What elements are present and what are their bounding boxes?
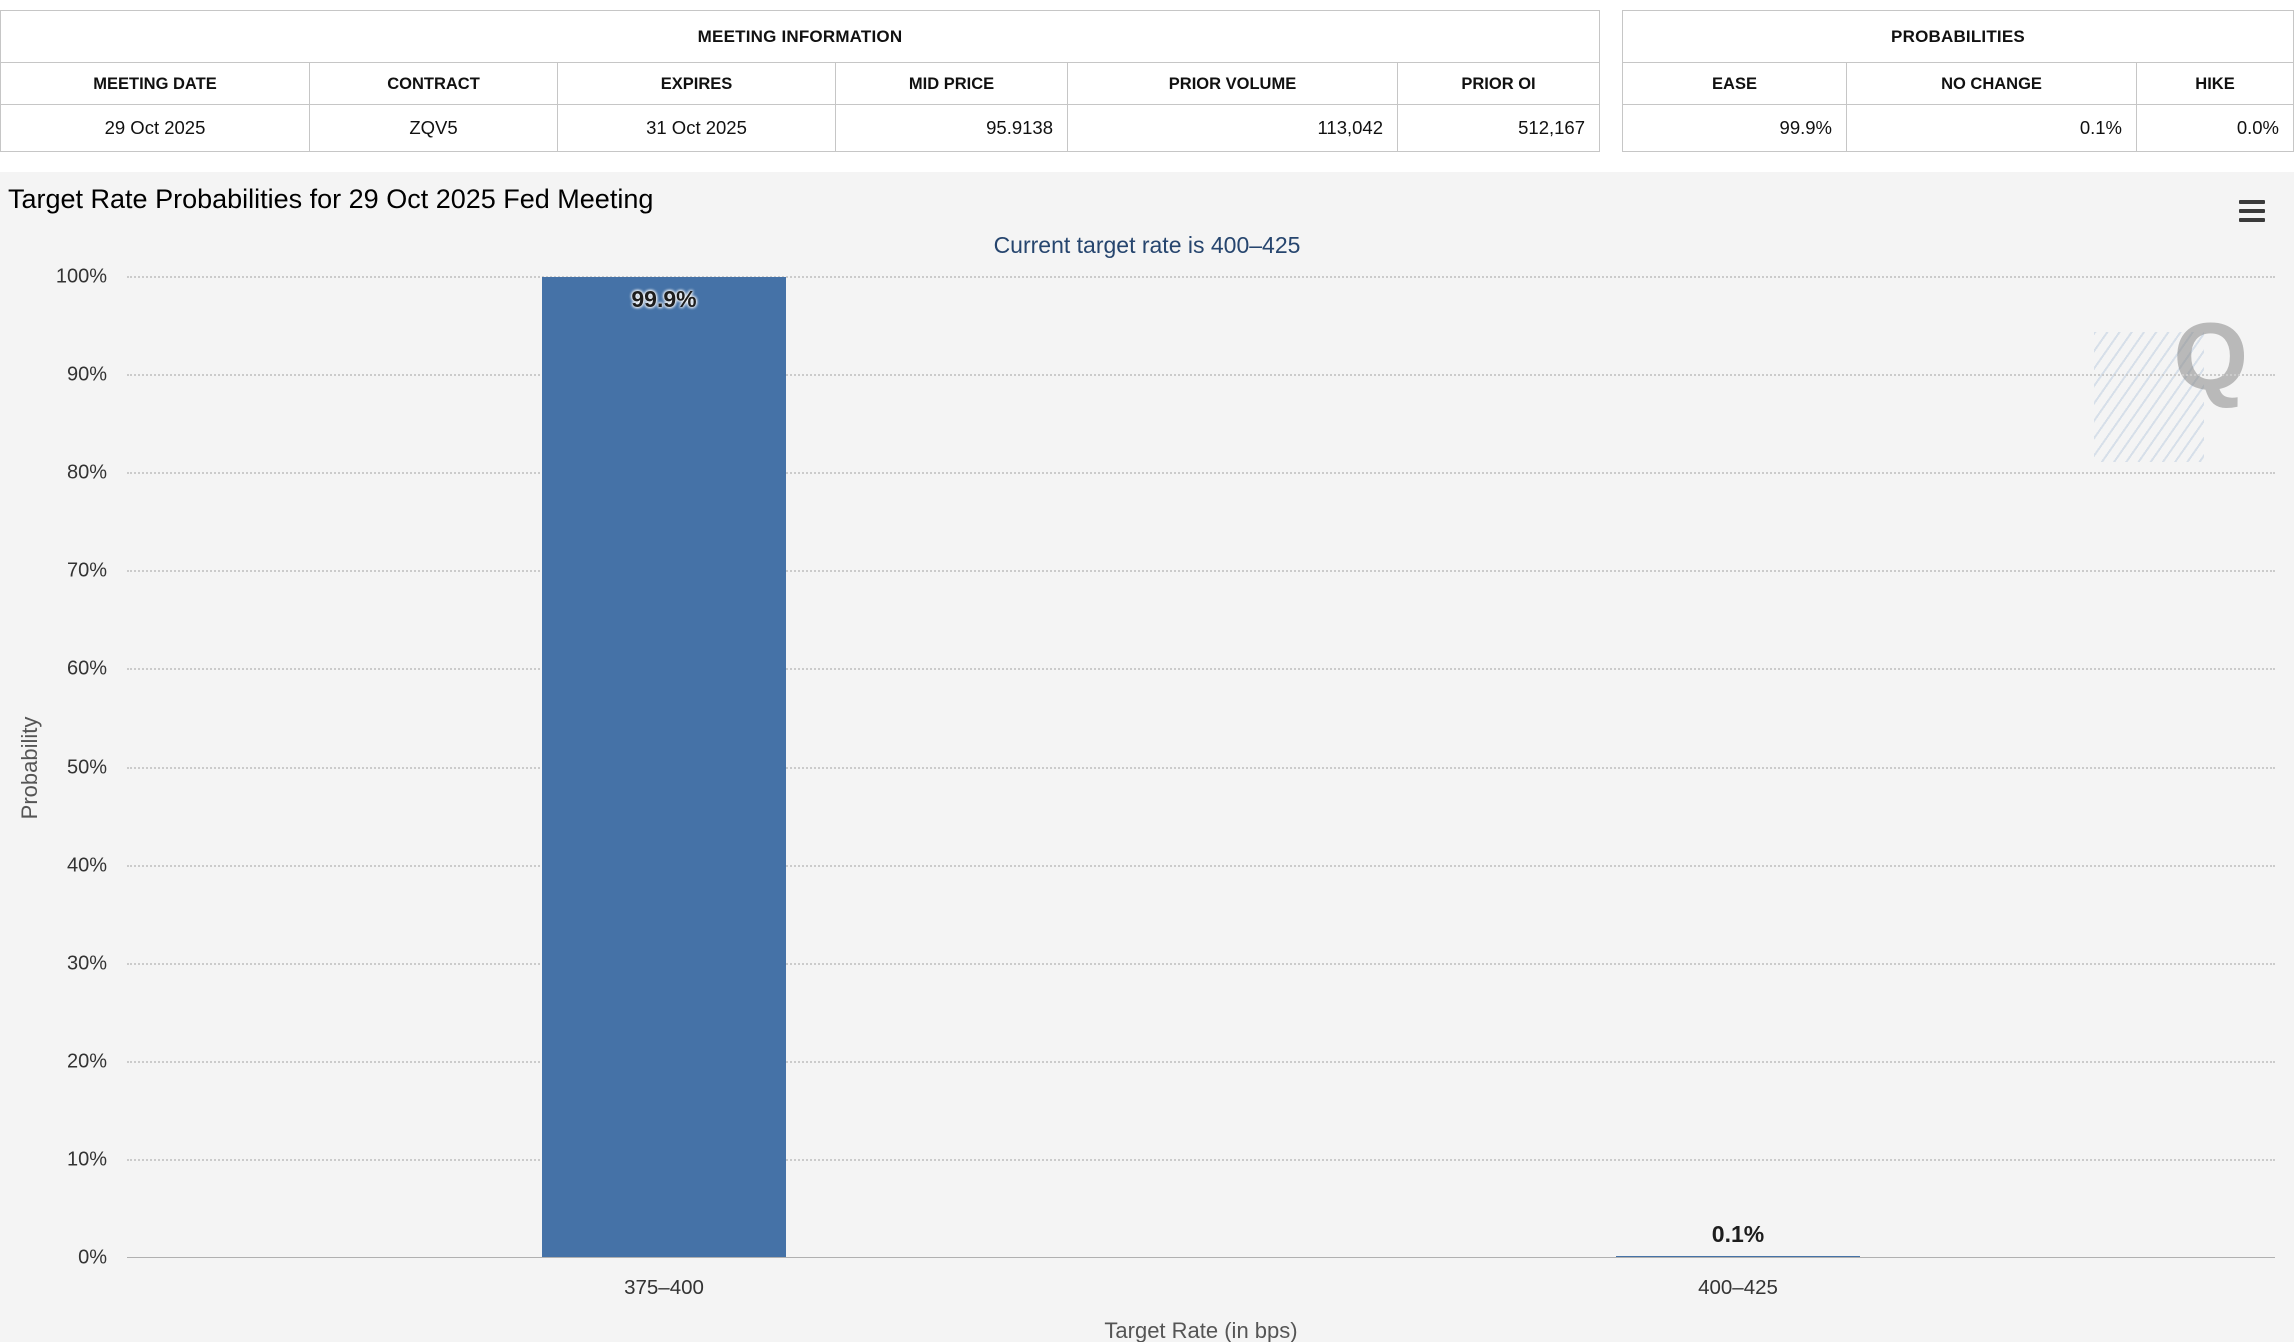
meeting-information-table: MEETING INFORMATION MEETING DATE CONTRAC…: [0, 10, 1600, 152]
ease-value: 99.9%: [1779, 117, 1832, 138]
meeting-date-value: 29 Oct 2025: [104, 117, 206, 138]
y-tick-label-20: 20%: [66, 1050, 107, 1073]
probabilities-value-row: 99.9% 0.1% 0.0%: [1623, 105, 2293, 151]
column-header-mid-price: MID PRICE: [835, 63, 1067, 105]
gridline-30: [127, 962, 2275, 965]
probabilities-header-row: EASE NO CHANGE HIKE: [1623, 63, 2293, 105]
gridline-80: [127, 472, 2275, 475]
x-tick-label-400–425: 400–425: [1698, 1276, 1778, 1299]
prior-volume-value: 113,042: [1067, 105, 1397, 151]
hamburger-menu-icon: [2239, 200, 2265, 204]
x-tick-label-375–400: 375–400: [624, 1276, 704, 1299]
probabilities-table: PROBABILITIES EASE NO CHANGE HIKE 99.9% …: [1622, 10, 2294, 152]
y-tick-label-70: 70%: [66, 559, 107, 582]
gridline-70: [127, 570, 2275, 573]
column-header-ease: EASE: [1623, 63, 1846, 105]
gridline-10: [127, 1158, 2275, 1161]
y-tick-label-80: 80%: [66, 461, 107, 484]
gridline-100: [127, 276, 2275, 278]
y-axis-title: Probability: [17, 716, 42, 820]
x-axis-title: Target Rate (in bps): [1104, 1318, 1298, 1342]
y-tick-label-90: 90%: [66, 363, 107, 386]
gridline-20: [127, 1060, 2275, 1063]
plot-area: 99.9% 375–400 0.1% 400–425: [127, 276, 2275, 1299]
expires-value: 31 Oct 2025: [557, 105, 835, 151]
y-tick-label-30: 30%: [66, 952, 107, 975]
probabilities-title: PROBABILITIES: [1623, 11, 2293, 63]
meeting-information-header-row: MEETING DATE CONTRACT EXPIRES MID PRICE …: [1, 63, 1599, 105]
column-header-expires: EXPIRES: [557, 63, 835, 105]
y-tick-label-100: 100%: [55, 265, 107, 288]
chart-subtitle: Current target rate is 400–425: [993, 232, 1301, 258]
prior-oi-value: 512,167: [1397, 105, 1599, 151]
y-tick-label-40: 40%: [66, 854, 107, 877]
contract-value: ZQV5: [309, 105, 557, 151]
target-rate-probabilities-chart: Target Rate Probabilities for 29 Oct 202…: [0, 172, 2294, 1342]
y-axis-labels: 0% 10% 20% 30% 40% 50% 60% 70% 80% 90% 100%: [0, 266, 117, 1269]
gridline-60: [127, 668, 2275, 671]
column-header-prior-oi: PRIOR OI: [1397, 63, 1599, 105]
chart-context-menu-button[interactable]: [2232, 194, 2272, 228]
gridline-40: [127, 864, 2275, 867]
hike-value: 0.0%: [2136, 105, 2293, 151]
no-change-value: 0.1%: [1846, 105, 2136, 151]
y-tick-label-0: 0%: [78, 1246, 107, 1269]
y-tick-label-50: 50%: [66, 756, 107, 778]
column-header-hike: HIKE: [2136, 63, 2293, 105]
column-header-contract: CONTRACT: [309, 63, 557, 105]
column-header-meeting-date: MEETING DATE: [1, 63, 309, 105]
data-label-400–425: 0.1%: [1711, 1221, 1765, 1247]
gridline-50: [127, 766, 2275, 769]
gridline-90: [127, 374, 2275, 377]
meeting-information-value-row: 29 Oct 2025 ZQV5 31 Oct 2025 95.9138 113…: [1, 105, 1599, 151]
meeting-information-title: MEETING INFORMATION: [1, 11, 1599, 63]
y-tick-label-10: 10%: [66, 1148, 107, 1171]
y-tick-label-60: 60%: [66, 657, 107, 680]
bar-400–425[interactable]: [1616, 1256, 1860, 1257]
data-label-375–400: 99.9%: [631, 285, 697, 312]
chart-title: Target Rate Probabilities for 29 Oct 202…: [8, 184, 654, 214]
bar-375–400[interactable]: [542, 276, 786, 1257]
column-header-prior-volume: PRIOR VOLUME: [1067, 63, 1397, 105]
column-header-no-change: NO CHANGE: [1846, 63, 2136, 105]
mid-price-value: 95.9138: [835, 105, 1067, 151]
